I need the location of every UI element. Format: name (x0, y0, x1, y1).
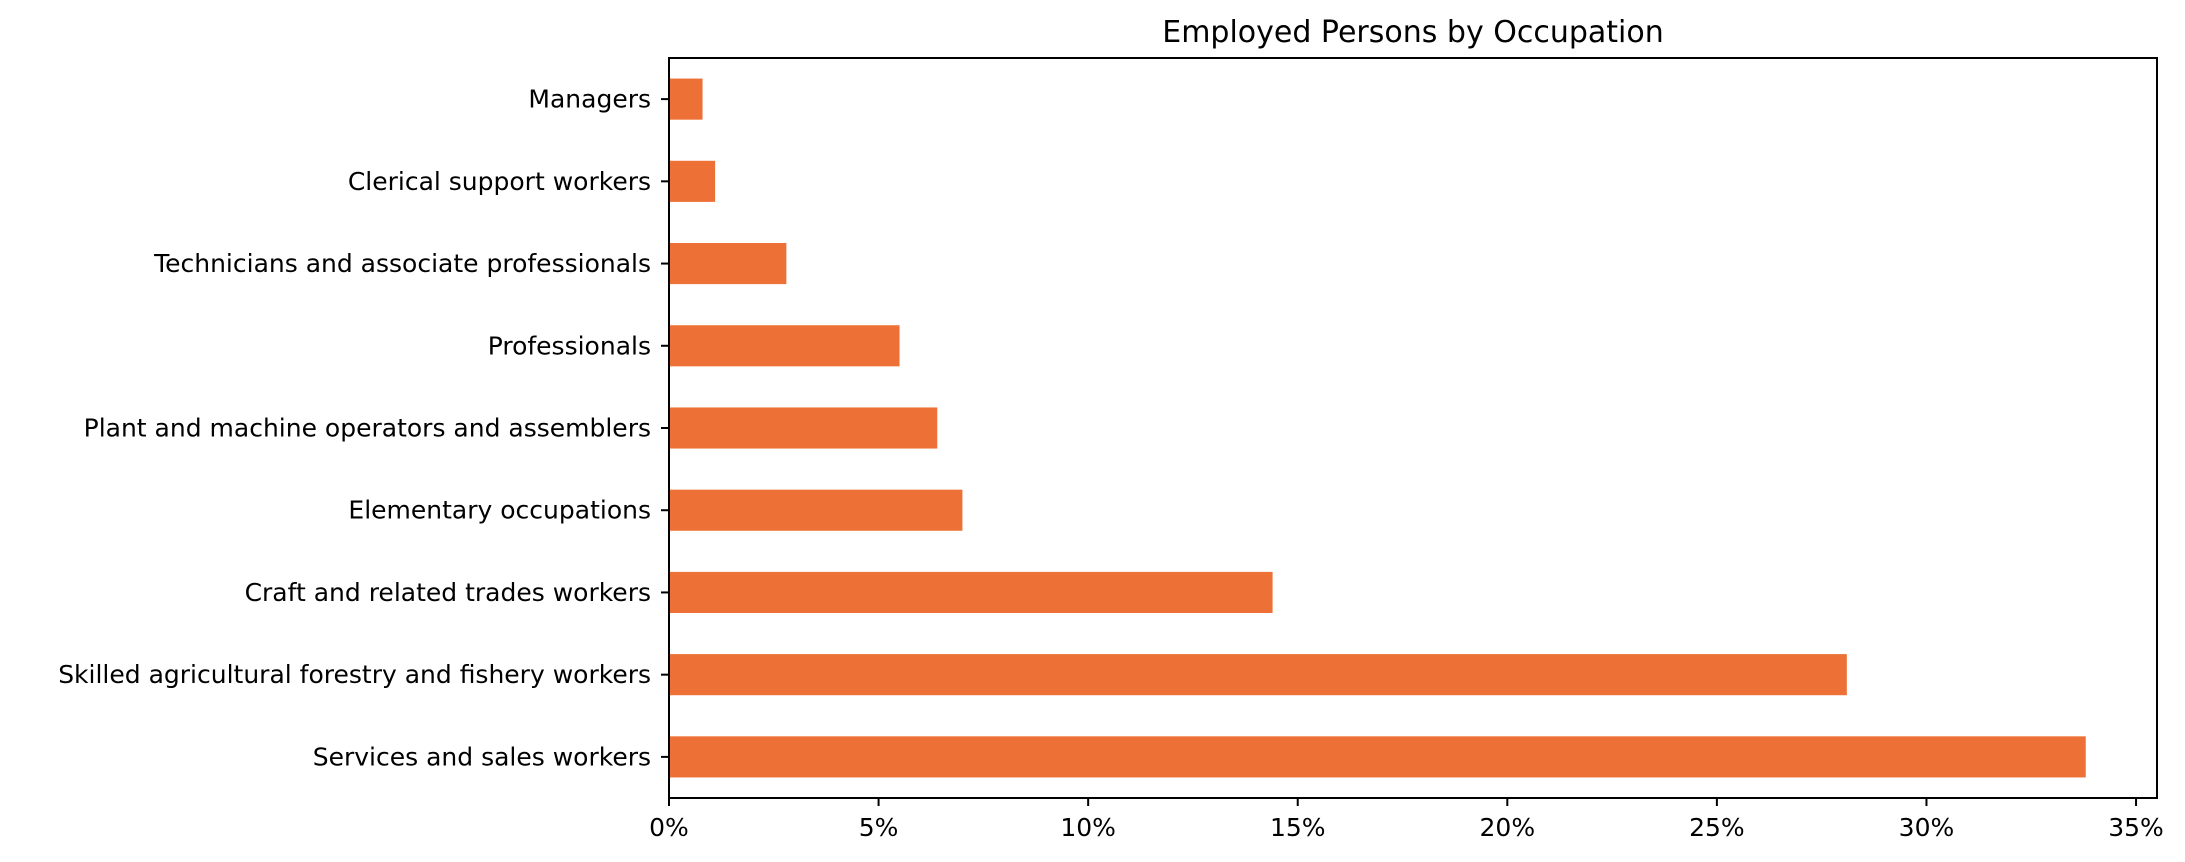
bar (669, 736, 2086, 778)
y-tick-label: Elementary occupations (348, 496, 651, 525)
x-tick-label: 0% (649, 813, 689, 842)
bar (669, 78, 703, 120)
x-axis: 0% 5% 10% 15% 20% 25% 30% 35% (649, 798, 2164, 842)
bar (669, 489, 963, 531)
y-axis: Services and sales workers Skilled agricu… (58, 85, 669, 771)
y-tick-label: Plant and machine operators and assemble… (84, 414, 651, 443)
x-tick-label: 5% (859, 813, 899, 842)
y-tick-label: Managers (528, 85, 651, 114)
plot-frame (668, 57, 2158, 799)
chart-title: Employed Persons by Occupation (1162, 15, 1664, 50)
bar (669, 325, 900, 367)
y-tick-label: Technicians and associate professionals (153, 249, 651, 278)
x-tick-label: 35% (2108, 813, 2164, 842)
y-tick-label: Craft and related trades workers (245, 578, 651, 607)
y-tick-label: Professionals (488, 331, 651, 360)
bar (669, 654, 1847, 696)
bar (669, 243, 787, 285)
x-tick-label: 25% (1689, 813, 1745, 842)
bars-layer (669, 78, 2086, 778)
y-tick-label: Skilled agricultural forestry and fisher… (58, 660, 651, 689)
bar (669, 407, 938, 449)
x-tick-label: 15% (1270, 813, 1326, 842)
y-tick-label: Services and sales workers (313, 742, 651, 771)
x-tick-label: 10% (1060, 813, 1116, 842)
y-tick-label: Clerical support workers (348, 167, 651, 196)
bar (669, 571, 1273, 613)
x-tick-label: 20% (1480, 813, 1536, 842)
x-tick-label: 30% (1899, 813, 1955, 842)
bar (669, 160, 716, 202)
